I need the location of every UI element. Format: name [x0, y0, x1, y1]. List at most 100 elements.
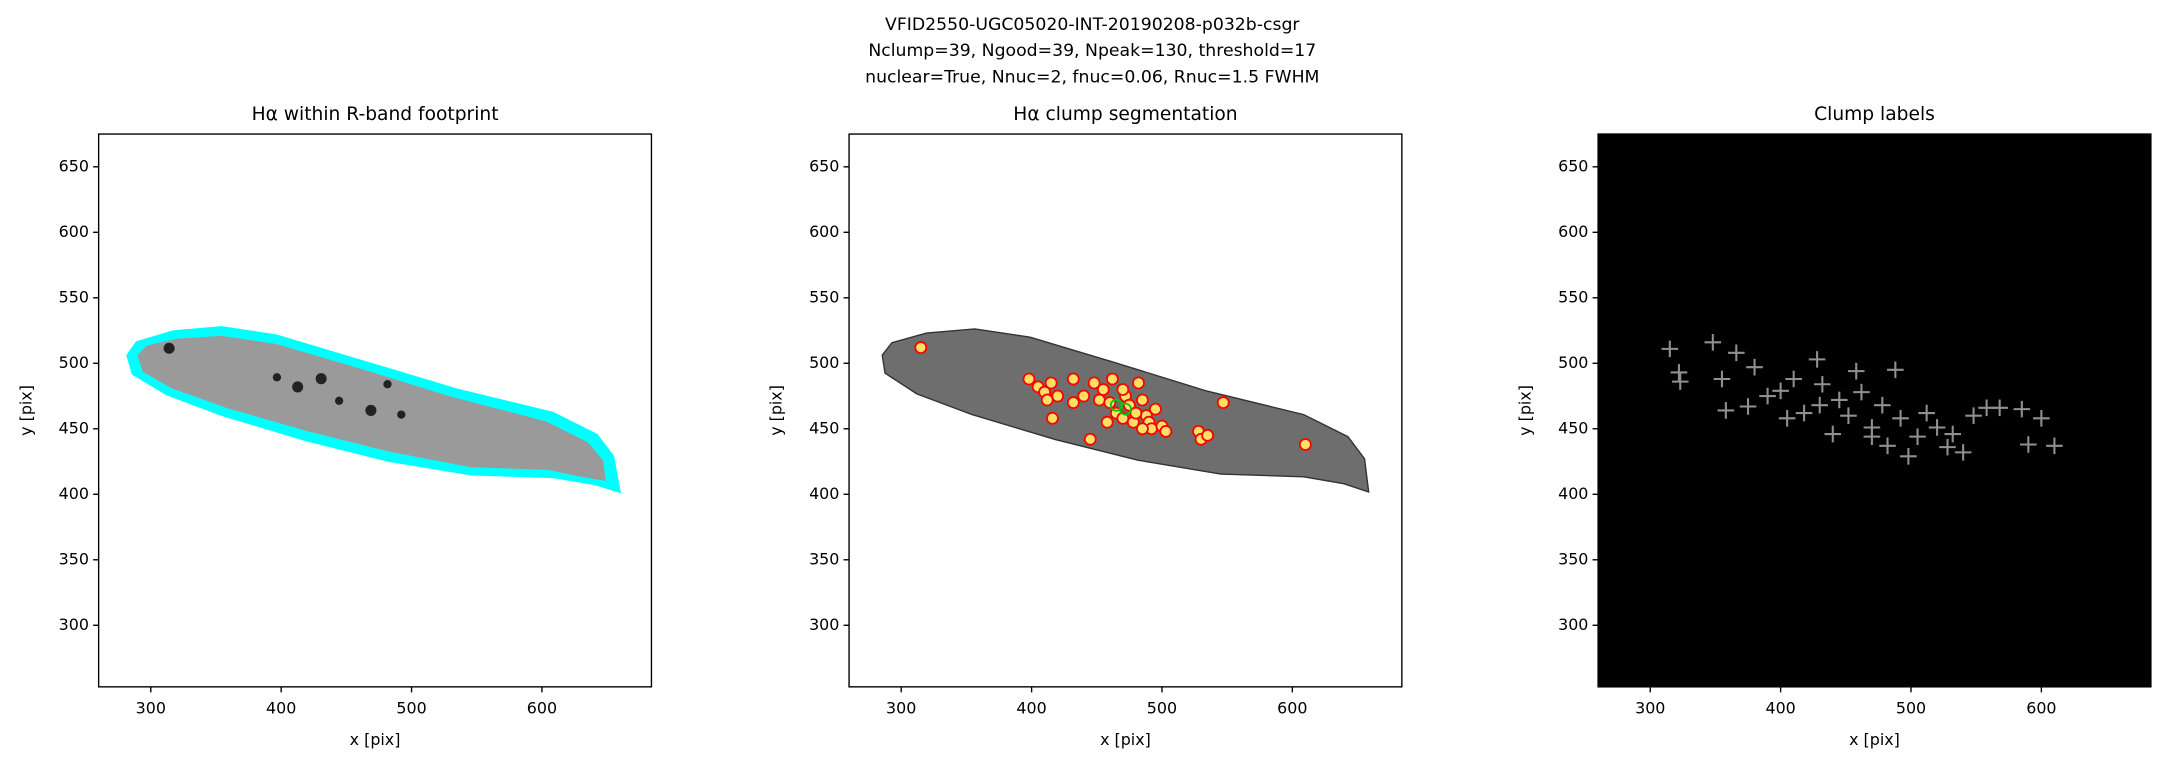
y-tick-label: 550	[809, 287, 839, 306]
panel-title: Hα clump segmentation	[1013, 104, 1237, 125]
suptitle-line: VFID2550-UGC05020-INT-20190208-p032b-csg…	[885, 15, 1300, 35]
axes-frame	[848, 133, 1403, 688]
peak-marker	[1746, 358, 1763, 376]
clump-marker	[1092, 393, 1106, 407]
clump-marker	[1040, 393, 1054, 407]
peak-marker	[1728, 344, 1745, 362]
peak-marker	[1759, 387, 1776, 405]
y-tick-label: 450	[809, 418, 839, 437]
y-tick-label: 300	[1558, 615, 1588, 634]
panel-title: Clump labels	[1814, 104, 1935, 125]
clump-marker	[1044, 376, 1058, 390]
clump-marker	[1087, 376, 1101, 390]
peak-marker	[1874, 396, 1891, 414]
y-tick-label: 450	[59, 418, 89, 437]
axes-frame	[97, 133, 653, 688]
y-tick-label: 350	[809, 549, 839, 568]
clump-marker	[1216, 396, 1230, 410]
y-tick-label: 550	[59, 287, 89, 306]
x-tick-label: 400	[266, 698, 296, 717]
suptitle-line: nuclear=True, Nnuc=2, fnuc=0.06, Rnuc=1.…	[865, 67, 1319, 87]
plot-background	[1598, 134, 2151, 687]
y-axis-label: y [pix]	[1516, 385, 1535, 436]
peak-marker	[1785, 370, 1802, 388]
clump-marker	[1201, 428, 1215, 442]
y-tick-label: 350	[59, 549, 89, 568]
x-tick-label: 400	[1765, 698, 1795, 717]
clump-marker	[1103, 396, 1117, 410]
clump-marker	[1149, 402, 1162, 416]
y-axis-label: y [pix]	[767, 385, 786, 436]
footprint-image	[126, 326, 622, 494]
peak-marker	[1939, 438, 1956, 456]
x-tick-label: 500	[1147, 698, 1177, 717]
peak-marker	[1713, 370, 1731, 388]
peak-marker	[1965, 407, 1982, 424]
y-tick-label: 300	[809, 615, 839, 634]
clump-marker	[914, 341, 928, 354]
clump-marker	[1105, 372, 1119, 386]
peak-marker	[1863, 428, 1881, 445]
peak-marker	[1900, 448, 1917, 465]
peak-marker	[1778, 410, 1796, 427]
y-tick-label: 500	[1558, 353, 1588, 372]
y-tick-label: 300	[59, 615, 89, 634]
peak-marker	[1879, 437, 1896, 455]
peak-marker	[1853, 383, 1870, 401]
peak-marker	[1661, 340, 1679, 358]
x-tick-label: 500	[396, 698, 426, 717]
peak-marker	[1795, 404, 1813, 422]
peak-marker	[1808, 351, 1826, 368]
x-tick-label: 600	[527, 698, 557, 717]
peak-marker	[2046, 437, 2063, 455]
y-tick-label: 400	[809, 484, 839, 503]
panel-title: Hα within R-band footprint	[252, 104, 499, 125]
clump-marker	[1298, 438, 1312, 451]
y-tick-label: 450	[1558, 418, 1588, 437]
x-tick-label: 300	[886, 698, 916, 717]
x-tick-label: 600	[1277, 698, 1307, 717]
peak-marker	[2033, 410, 2050, 427]
y-tick-label: 400	[1558, 484, 1588, 503]
suptitle: VFID2550-UGC05020-INT-20190208-p032b-csg…	[865, 15, 1319, 88]
peak-marker	[1739, 398, 1757, 415]
y-tick-label: 500	[809, 353, 839, 372]
peak-marker	[1772, 382, 1789, 400]
clump-marker	[1066, 372, 1080, 386]
clump-marker	[1132, 376, 1145, 390]
peak-marker	[1928, 419, 1946, 436]
peak-marker	[1811, 396, 1829, 414]
peak-marker	[1944, 425, 1962, 443]
clump-marker	[1135, 422, 1149, 436]
clump-marker	[1129, 406, 1143, 420]
peak-marker	[2020, 436, 2037, 453]
x-tick-label: 300	[136, 698, 166, 717]
y-tick-label: 350	[1558, 549, 1588, 568]
x-axis-label: x [pix]	[1100, 730, 1151, 749]
y-tick-label: 650	[59, 156, 89, 175]
clump-marker	[1119, 402, 1132, 416]
clump-marker	[1046, 411, 1059, 425]
y-tick-label: 650	[809, 156, 839, 175]
clump-marker	[1159, 424, 1173, 438]
y-tick-label: 500	[59, 353, 89, 372]
clump-marker	[1116, 383, 1130, 396]
peak-marker	[1670, 364, 1688, 381]
clump-marker	[1096, 383, 1110, 396]
peak-marker	[1909, 428, 1926, 445]
y-tick-label: 550	[1558, 287, 1588, 306]
peak-marker	[1704, 334, 1722, 351]
peak-marker	[1671, 373, 1689, 390]
peak-marker	[1887, 361, 1904, 379]
peak-marker	[1831, 391, 1848, 409]
x-axis-label: x [pix]	[1849, 730, 1900, 749]
peak-marker	[1717, 402, 1735, 419]
y-tick-label: 600	[59, 222, 89, 241]
clump-marker	[1066, 396, 1080, 410]
peak-marker	[1847, 362, 1865, 380]
peak-marker	[1840, 407, 1857, 424]
peak-marker	[1954, 444, 1972, 461]
clump-marker	[1100, 415, 1114, 429]
peak-marker	[1814, 375, 1831, 393]
